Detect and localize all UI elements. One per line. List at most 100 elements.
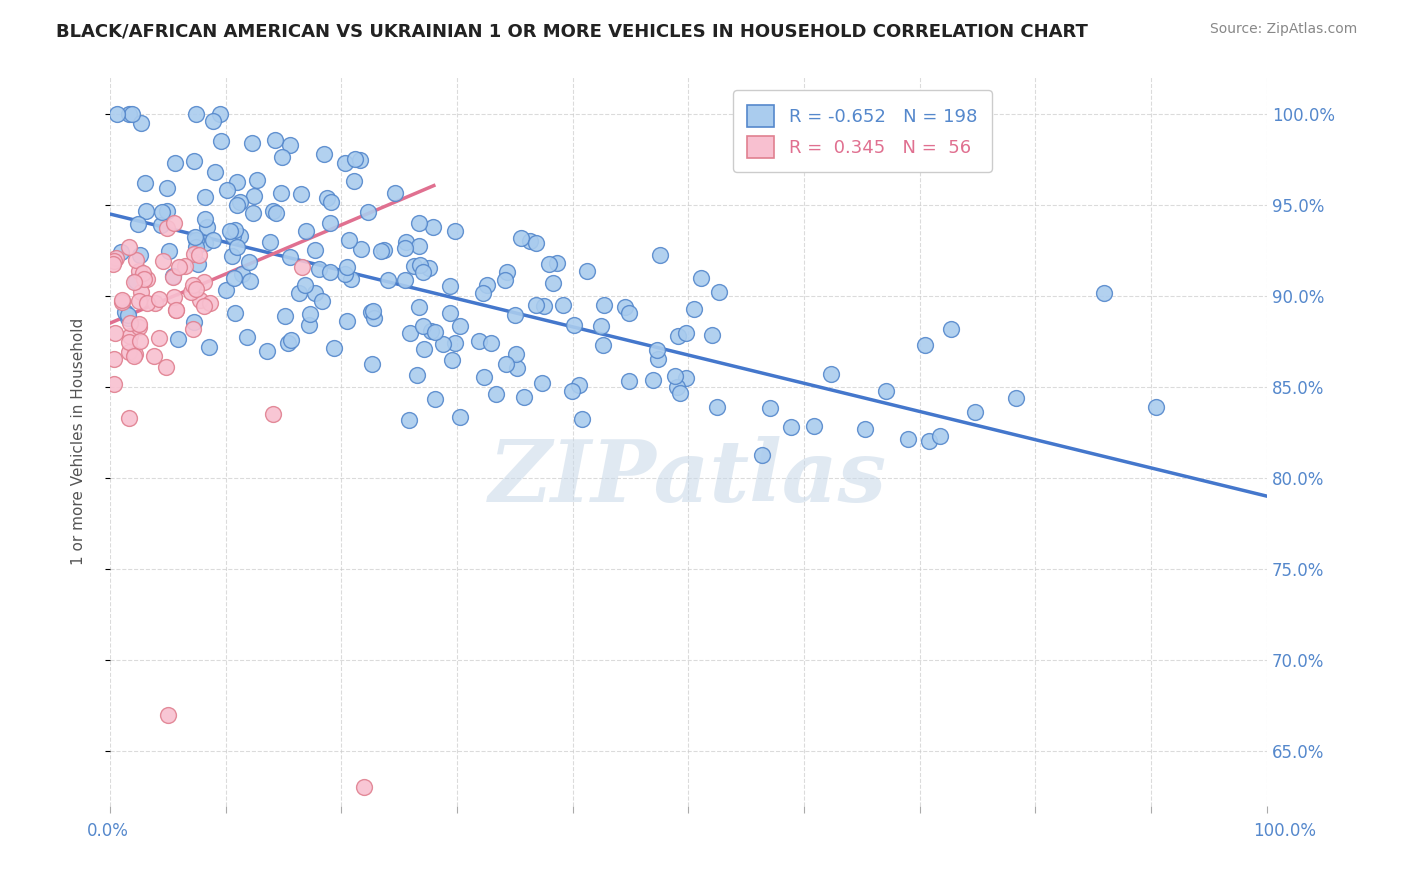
Point: [449, 409, 471, 424]
Point: [274, 309, 297, 323]
Point: [118, 107, 141, 121]
Point: [240, 136, 263, 150]
Point: [193, 299, 215, 313]
Point: [418, 260, 440, 275]
Point: [181, 278, 204, 293]
Point: [148, 292, 170, 306]
Point: [127, 217, 149, 231]
Point: [242, 189, 264, 203]
Point: [211, 134, 233, 148]
Point: [152, 253, 174, 268]
Point: [165, 303, 187, 318]
Point: [295, 223, 318, 237]
Point: [336, 260, 359, 274]
Point: [167, 260, 190, 274]
Point: [136, 296, 159, 310]
Point: [270, 186, 292, 200]
Point: [669, 385, 692, 400]
Point: [422, 220, 444, 235]
Point: [225, 240, 247, 254]
Point: [353, 780, 375, 795]
Point: [110, 245, 132, 260]
Point: [820, 367, 842, 381]
Point: [412, 265, 434, 279]
Point: [165, 302, 187, 317]
Point: [505, 346, 527, 360]
Point: [118, 411, 141, 425]
Point: [263, 133, 285, 147]
Point: [709, 285, 731, 299]
Point: [541, 276, 564, 290]
Point: [162, 290, 184, 304]
Point: [439, 306, 461, 320]
Point: [299, 307, 322, 321]
Point: [531, 376, 554, 390]
Point: [128, 317, 150, 331]
Point: [155, 360, 177, 375]
Point: [121, 107, 143, 121]
Point: [202, 233, 225, 247]
Point: [472, 286, 495, 301]
Point: [118, 329, 141, 343]
Point: [319, 195, 342, 210]
Point: [242, 206, 264, 220]
Point: [193, 275, 215, 289]
Point: [384, 186, 406, 201]
Point: [706, 400, 728, 414]
Point: [425, 326, 447, 340]
Point: [135, 204, 157, 219]
Point: [333, 267, 356, 281]
Point: [664, 369, 686, 384]
Point: [163, 156, 186, 170]
Point: [221, 248, 243, 262]
Point: [219, 224, 242, 238]
Point: [439, 278, 461, 293]
Point: [231, 267, 253, 281]
Text: ZIPatlas: ZIPatlas: [489, 436, 887, 520]
Point: [914, 338, 936, 352]
Point: [571, 412, 593, 426]
Point: [323, 342, 346, 356]
Point: [918, 434, 941, 449]
Point: [939, 322, 962, 336]
Point: [524, 236, 547, 251]
Point: [103, 352, 125, 367]
Point: [689, 271, 711, 285]
Point: [129, 116, 152, 130]
Point: [1144, 400, 1167, 414]
Point: [408, 239, 430, 253]
Point: [131, 285, 153, 300]
Point: [665, 379, 688, 393]
Point: [184, 240, 207, 254]
Point: [224, 223, 246, 237]
Point: [495, 357, 517, 371]
Point: [270, 150, 292, 164]
Point: [675, 370, 697, 384]
Point: [395, 235, 418, 249]
Point: [467, 334, 489, 348]
Point: [337, 233, 360, 247]
Point: [340, 272, 363, 286]
Point: [394, 241, 416, 255]
Point: [475, 278, 498, 293]
Point: [104, 326, 127, 340]
Text: 0.0%: 0.0%: [87, 822, 129, 840]
Point: [187, 257, 209, 271]
Point: [432, 337, 454, 351]
Point: [184, 107, 207, 121]
Point: [184, 233, 207, 247]
Point: [683, 302, 706, 317]
Point: [370, 244, 392, 258]
Point: [124, 346, 146, 360]
Point: [377, 273, 399, 287]
Point: [291, 260, 314, 275]
Point: [394, 273, 416, 287]
Point: [318, 265, 340, 279]
Point: [592, 338, 614, 352]
Point: [412, 319, 434, 334]
Point: [162, 268, 184, 283]
Point: [700, 328, 723, 343]
Point: [568, 378, 591, 392]
Point: [238, 254, 260, 268]
Point: [441, 352, 464, 367]
